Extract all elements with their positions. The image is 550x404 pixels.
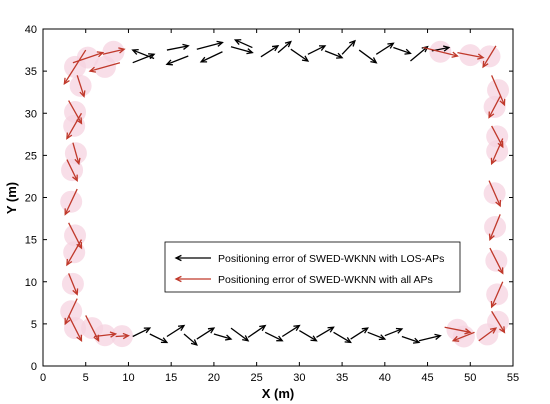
y-tick-label: 20 [25,193,37,205]
x-tick-label: 45 [421,372,433,384]
error-arrow-los [307,45,327,55]
error-arrow-los [375,42,395,55]
error-arrow-los [183,333,198,346]
y-axis: 0 5 10 15 20 25 30 35 40 [25,24,513,373]
y-tick-label: 35 [25,66,37,78]
x-tick-label: 35 [336,372,348,384]
error-arrow-los [149,333,169,344]
legend-label-all: Positioning error of SWED-WKNN with all … [218,274,433,286]
error-arrow-los [393,46,412,55]
error-arrow-los [230,46,254,55]
error-arrow-los [401,335,421,344]
error-arrow-all [63,49,87,86]
error-arrow-all [68,100,83,125]
error-arrow-los [230,327,250,342]
y-tick-label: 15 [25,235,37,247]
error-arrow-los [384,327,404,337]
error-arrow-los [290,48,310,62]
x-tick-label: 20 [208,372,220,384]
error-arrow-all [490,281,504,309]
error-arrow-all [478,327,498,342]
error-arrow-los [196,327,216,340]
error-arrow-los [166,324,186,338]
x-tick-label: 55 [507,372,519,384]
error-arrow-all [64,188,78,216]
error-arrow-los [131,48,155,60]
y-tick-label: 5 [31,319,37,331]
error-arrow-los [166,43,190,51]
error-arrow-los [367,331,387,341]
x-tick-label: 10 [122,372,134,384]
x-tick-label: 50 [464,372,476,384]
error-arrow-all [488,214,501,242]
error-arrow-los [196,40,224,50]
error-arrow-all [66,159,78,182]
legend: Positioning error of SWED-WKNN with LOS-… [164,241,461,293]
x-axis-title: X (m) [262,386,295,401]
y-tick-label: 40 [25,24,37,36]
error-arrow-all [68,315,83,343]
error-arrow-los [299,330,318,342]
x-tick-label: 0 [40,372,46,384]
y-axis-title: Y (m) [4,182,19,214]
error-arrow-all [457,51,485,60]
error-arrow-los [324,50,344,59]
arrows [63,39,506,346]
error-arrow-all [66,239,83,267]
y-tick-label: 10 [25,277,37,289]
error-arrow-all [88,62,121,73]
x-tick-label: 5 [83,372,89,384]
error-arrow-all [72,142,81,166]
error-arrow-all [64,298,78,326]
error-arrow-all [94,331,118,338]
error-arrow-los [281,324,301,338]
legend-swatch-los [174,254,211,262]
legend-arrow-all [174,275,211,283]
error-arrow-all [68,273,79,296]
error-arrow-all [72,51,105,64]
error-arrow-all [491,310,506,334]
error-arrow-all [490,138,504,166]
error-arrow-los [333,331,352,344]
error-arrow-all [423,46,459,58]
error-arrow-all [102,47,126,55]
error-arrow-all [115,332,130,340]
error-arrow-all [451,331,475,342]
x-tick-label: 40 [379,372,391,384]
error-arrow-all [491,75,506,107]
error-arrow-los [277,40,292,54]
error-arrow-los [350,327,369,340]
error-arrow-los [264,331,284,342]
error-arrow-all [488,96,501,119]
error-arrow-all [482,45,497,69]
error-arrow-los [132,327,152,338]
x-tick-label: 30 [293,372,305,384]
error-arrow-los [199,51,223,63]
legend-box [164,241,461,293]
error-arrow-los [260,45,280,58]
error-arrow-all [76,75,86,98]
y-tick-label: 0 [31,361,37,373]
error-arrow-los [418,333,442,342]
error-arrow-los [316,326,335,338]
x-axis: 0 5 10 15 20 25 30 35 40 45 50 55 [40,29,519,384]
error-arrow-all [489,247,504,275]
error-arrow-los [233,39,253,49]
y-tick-label: 30 [25,108,37,120]
y-tick-label: 25 [25,150,37,162]
error-arrow-los [213,333,233,341]
x-tick-label: 25 [251,372,263,384]
error-arrow-los [358,49,378,64]
legend-arrow-los [174,254,211,262]
legend-swatch-all [174,275,211,283]
error-arrow-all [66,112,83,140]
x-tick-label: 15 [165,372,177,384]
error-arrow-all [444,326,472,335]
legend-label-los: Positioning error of SWED-WKNN with LOS-… [218,253,444,265]
error-arrow-los [247,324,267,338]
error-arrow-los [165,55,189,66]
error-arrow-los [341,39,356,55]
error-arrow-all [488,180,502,208]
